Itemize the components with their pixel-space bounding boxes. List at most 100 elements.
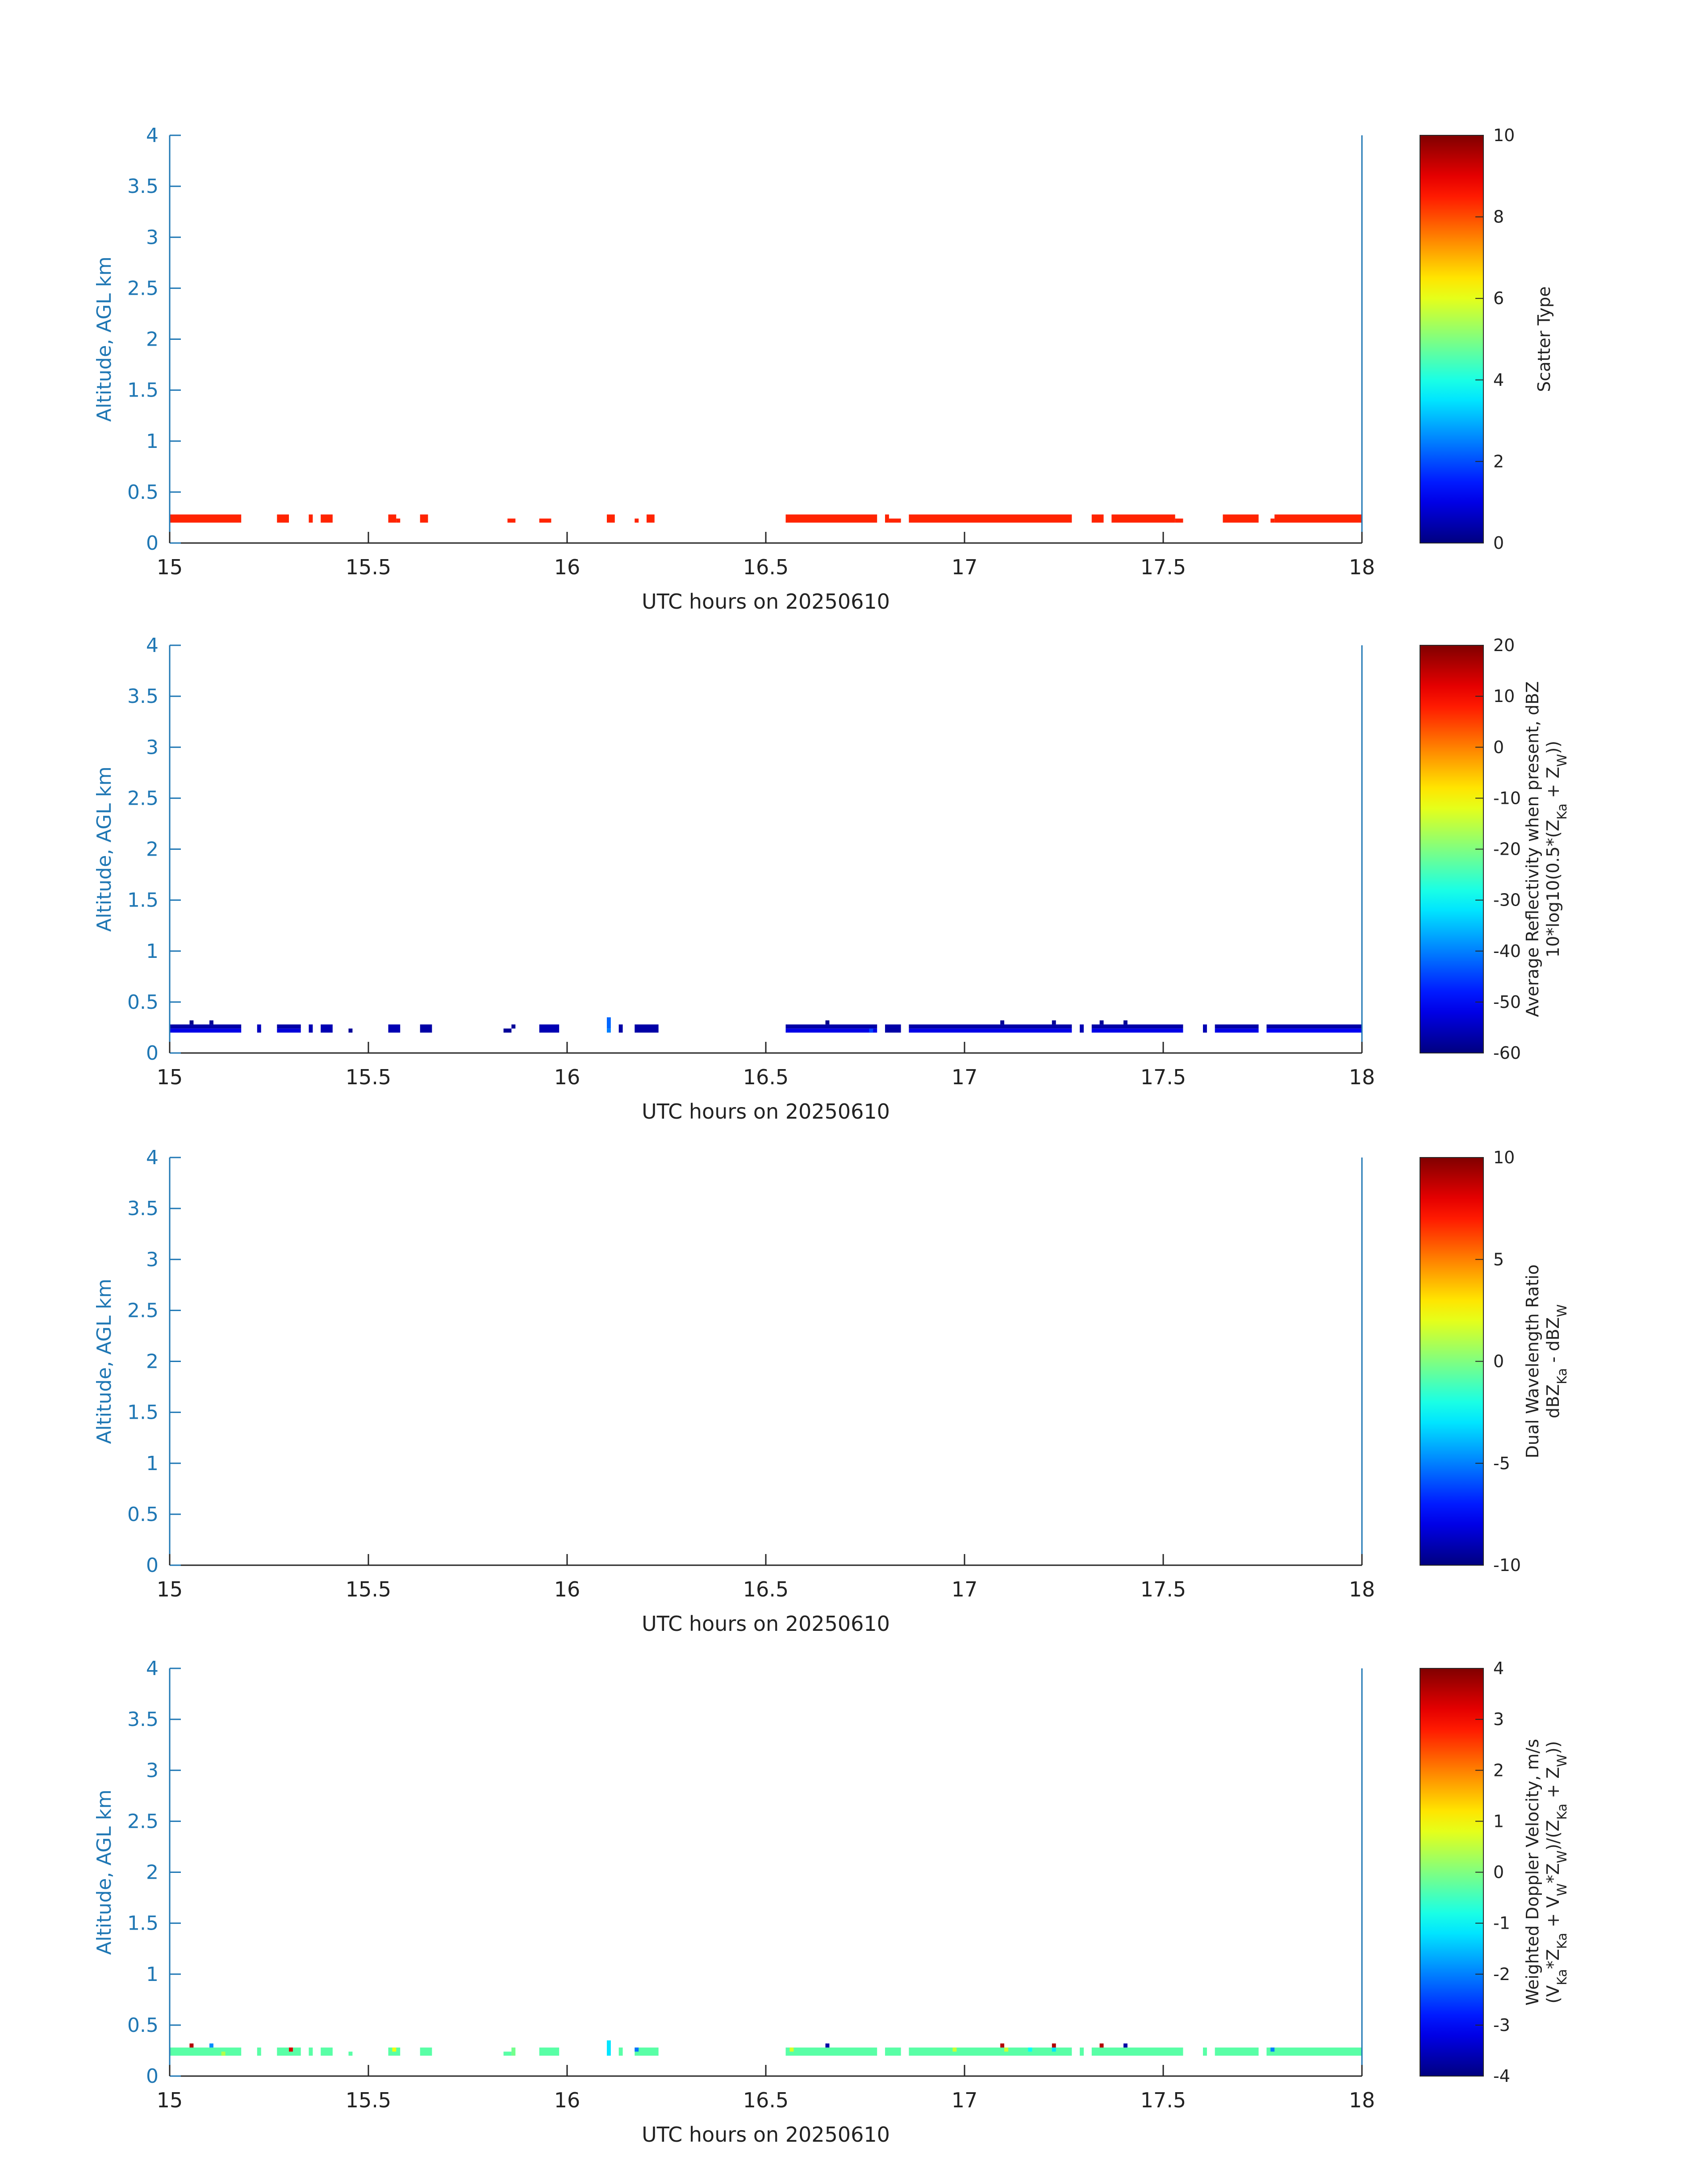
data-cell-4-35 [1123, 2043, 1128, 2048]
colorbar-label: Scatter Type [1534, 286, 1554, 392]
data-cell-1-1 [170, 514, 242, 523]
colorbar-tick-label: -10 [1493, 788, 1521, 808]
y-tick-label: 0.5 [127, 991, 159, 1014]
data-cell-2-28 [1052, 1020, 1056, 1025]
y-axis-label: Altitude, AGL km [93, 1279, 116, 1444]
colorbar-tick-label: 1 [1493, 1811, 1504, 1831]
data-cell-2-7 [277, 1028, 301, 1033]
data-cell-2-19 [635, 1024, 659, 1033]
data-cell-4-36 [1203, 2047, 1207, 2056]
colorbar-label-part: )) [1543, 1741, 1563, 1754]
data-cell-2-13 [503, 1028, 512, 1033]
data-cell-2-26 [909, 1028, 1072, 1033]
y-tick-label: 4 [146, 124, 159, 147]
data-cell-2-5 [257, 1024, 261, 1033]
y-tick-label: 1 [146, 1963, 159, 1986]
y-axis-label: Altitude, AGL km [93, 766, 116, 932]
colorbar-tick-label: 10 [1493, 1148, 1515, 1167]
data-cell-2-3 [189, 1020, 194, 1025]
colorbar-label-subscript: W [1554, 1304, 1570, 1317]
chart-panel-3: 0 0.5 1 1.5 2 2.5 3 3.5 4 15 15.5 16 16.5 17 17.5 18 UTC… [93, 1146, 1570, 1636]
colorbar-tick-label: 10 [1493, 686, 1515, 706]
data-cell-1-22 [1274, 514, 1362, 523]
colorbar-label-subscript: W [1554, 1754, 1570, 1767]
data-cell-1-17 [1091, 514, 1104, 523]
x-tick-label: 16.5 [743, 1577, 789, 1601]
colorbar-label-part: (V [1543, 1985, 1563, 2004]
colorbar-tick-label: 3 [1493, 1709, 1504, 1729]
colorbar-label-subscript: W [1554, 1851, 1570, 1864]
data-cell-2-6 [277, 1024, 301, 1029]
colorbar-tick-label: -2 [1493, 1964, 1510, 1984]
x-axis-label: UTC hours on 20250610 [642, 589, 890, 614]
data-cell-2-1 [170, 1024, 242, 1029]
x-tick-label: 17.5 [1140, 2088, 1186, 2112]
data-cell-1-15 [889, 518, 901, 523]
data-cell-4-12 [392, 2047, 397, 2052]
data-cell-4-9 [321, 2047, 333, 2056]
colorbar-tick-label: 6 [1493, 288, 1504, 308]
colorbar-label-subscript: Ka [1554, 803, 1570, 819]
data-cell-4-23 [825, 2043, 830, 2048]
colorbar-tick-label: -1 [1493, 1914, 1510, 1933]
data-cell-1-12 [647, 514, 655, 523]
data-cell-4-33 [1091, 2047, 1183, 2056]
y-tick-label: 1.5 [127, 1401, 159, 1424]
data-cell-4-10 [348, 2052, 353, 2056]
y-tick-label: 2 [146, 838, 159, 861]
data-cell-4-26 [952, 2047, 957, 2052]
y-tick-label: 3.5 [127, 175, 159, 198]
chart-panel-4: 0 0.5 1 1.5 2 2.5 3 3.5 4 15 15.5 16 16.5 17 17.5 18 UTC… [93, 1657, 1570, 2147]
y-tick-label: 1.5 [127, 379, 159, 402]
y-tick-label: 3 [146, 1248, 159, 1271]
colorbar-label-subscript: W [1554, 754, 1570, 767]
colorbar-tick-label: 4 [1493, 1659, 1504, 1678]
colorbar-tick-label: -5 [1493, 1454, 1510, 1473]
data-cell-4-24 [885, 2047, 901, 2056]
x-tick-label: 18 [1349, 1577, 1375, 1601]
data-cell-1-10 [607, 514, 615, 523]
colorbar-label-line-1: Weighted Doppler Velocity, m/s [1523, 1739, 1542, 2006]
x-tick-label: 16.5 [743, 2088, 789, 2112]
colorbar-label-part: - dBZ [1543, 1317, 1563, 1368]
colorbar-label-line-1: Scatter Type [1534, 286, 1554, 392]
x-tick-label: 15.5 [346, 1065, 391, 1089]
data-cell-4-25 [909, 2047, 1072, 2056]
data-cell-2-12 [420, 1024, 432, 1033]
x-tick-label: 15 [157, 555, 183, 579]
y-tick-label: 1 [146, 1452, 159, 1475]
data-cell-4-15 [511, 2047, 516, 2056]
y-tick-label: 3 [146, 226, 159, 249]
x-tick-label: 18 [1349, 2088, 1375, 2112]
y-tick-label: 2.5 [127, 277, 159, 300]
y-tick-label: 0 [146, 2065, 159, 2088]
y-tick-label: 4 [146, 1146, 159, 1169]
data-cell-1-16 [909, 514, 1072, 523]
data-cell-1-21 [1270, 518, 1275, 523]
data-cell-4-34 [1099, 2043, 1104, 2048]
colorbar-tick-label: 20 [1493, 635, 1515, 655]
data-cell-2-32 [1099, 1020, 1104, 1025]
colorbar-label-subscript: Ka [1554, 1804, 1570, 1820]
colorbar-tick-label: 0 [1493, 533, 1504, 553]
colorbar [1420, 135, 1484, 543]
data-cell-2-25 [909, 1024, 1072, 1029]
data-cell-4-39 [1270, 2047, 1275, 2052]
colorbar-tick-label: 0 [1493, 1352, 1504, 1371]
x-axis-label: UTC hours on 20250610 [642, 2123, 890, 2147]
data-cell-4-19 [635, 2047, 659, 2056]
data-cell-1-3 [309, 514, 313, 523]
x-tick-label: 16 [554, 555, 580, 579]
y-tick-label: 0 [146, 532, 159, 555]
x-tick-label: 16 [554, 1065, 580, 1089]
data-cell-4-29 [1028, 2047, 1032, 2052]
data-cell-2-9 [321, 1024, 333, 1033]
x-tick-label: 17 [952, 1065, 978, 1089]
y-tick-label: 2.5 [127, 787, 159, 810]
x-tick-label: 17 [952, 1577, 978, 1601]
x-tick-label: 16.5 [743, 1065, 789, 1089]
colorbar-tick-label: -10 [1493, 1555, 1521, 1575]
colorbar-tick-label: 10 [1493, 125, 1515, 145]
colorbar-label-line-1: Dual Wavelength Ratio [1523, 1264, 1542, 1458]
colorbar-label: Dual Wavelength RatiodBZKa - dBZW [1523, 1264, 1570, 1458]
